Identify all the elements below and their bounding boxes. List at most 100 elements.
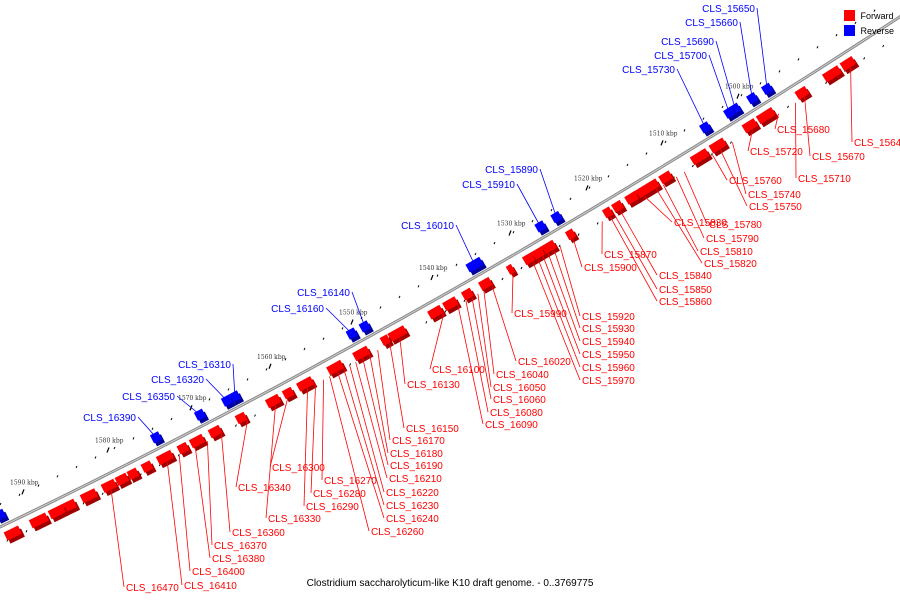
gene-label[interactable]: CLS_16280 xyxy=(313,489,366,500)
forward-gene-shape[interactable] xyxy=(379,334,391,346)
forward-gene-shape[interactable] xyxy=(631,178,660,201)
gene-label[interactable]: CLS_16300 xyxy=(272,463,325,474)
gene-label[interactable]: CLS_16230 xyxy=(386,501,439,512)
forward-gene-shape[interactable] xyxy=(689,148,710,166)
gene-label[interactable]: CLS_15790 xyxy=(706,234,759,245)
reverse-gene-shape[interactable] xyxy=(723,106,736,119)
forward-gene-shape[interactable] xyxy=(755,107,776,125)
forward-gene-shape[interactable] xyxy=(611,199,625,213)
forward-gene-shape[interactable] xyxy=(100,478,118,493)
gene-label[interactable]: CLS_15760 xyxy=(729,176,782,187)
forward-gene-shape[interactable] xyxy=(140,460,154,473)
gene-label[interactable]: CLS_16470 xyxy=(126,583,179,594)
gene-label[interactable]: CLS_16020 xyxy=(518,357,571,368)
gene-label[interactable]: CLS_15710 xyxy=(798,174,851,185)
forward-gene-shape[interactable] xyxy=(505,263,516,275)
gene-label[interactable]: CLS_16080 xyxy=(490,408,543,419)
reverse-gene-shape[interactable] xyxy=(550,210,563,224)
gene-label[interactable]: CLS_15730 xyxy=(622,65,675,76)
forward-gene-shape[interactable] xyxy=(264,393,282,409)
gene-label[interactable]: CLS_16090 xyxy=(485,420,538,431)
gene-label[interactable]: CLS_16320 xyxy=(151,375,204,386)
forward-gene-shape[interactable] xyxy=(126,467,140,481)
gene-label[interactable]: CLS_16290 xyxy=(306,502,359,513)
gene-label[interactable]: CLS_16010 xyxy=(401,221,454,232)
gene-label[interactable]: CLS_16360 xyxy=(232,528,285,539)
gene-label[interactable]: CLS_15690 xyxy=(661,37,714,48)
forward-gene-shape[interactable] xyxy=(387,325,408,342)
gene-label[interactable]: CLS_15950 xyxy=(582,350,635,361)
gene-label[interactable]: CLS_15910 xyxy=(462,180,515,191)
gene-label[interactable]: CLS_16220 xyxy=(386,488,439,499)
forward-gene-shape[interactable] xyxy=(478,276,493,291)
forward-gene-shape[interactable] xyxy=(114,472,130,486)
forward-gene-shape[interactable] xyxy=(540,239,557,255)
gene-label[interactable]: CLS_16160 xyxy=(271,304,324,315)
forward-gene-shape[interactable] xyxy=(207,424,223,439)
forward-gene-shape[interactable] xyxy=(281,386,295,400)
forward-gene-shape[interactable] xyxy=(708,137,727,154)
forward-gene-shape[interactable] xyxy=(821,65,842,83)
gene-label[interactable]: CLS_16330 xyxy=(268,514,321,525)
gene-label[interactable]: CLS_16270 xyxy=(324,476,377,487)
gene-label[interactable]: CLS_15700 xyxy=(654,51,707,62)
gene-label[interactable]: CLS_15640 xyxy=(854,138,900,149)
gene-label[interactable]: CLS_15780 xyxy=(709,220,762,231)
gene-label[interactable]: CLS_16210 xyxy=(389,474,442,485)
gene-label[interactable]: CLS_16240 xyxy=(386,514,439,525)
gene-label[interactable]: CLS_15660 xyxy=(685,18,738,29)
reverse-gene-shape[interactable] xyxy=(465,256,484,273)
gene-label[interactable]: CLS_15820 xyxy=(704,259,757,270)
forward-gene-shape[interactable] xyxy=(794,85,810,100)
gene-label[interactable]: CLS_15650 xyxy=(702,4,755,15)
gene-label[interactable]: CLS_15960 xyxy=(582,363,635,374)
gene-label[interactable]: CLS_15870 xyxy=(604,250,657,261)
forward-gene-shape[interactable] xyxy=(79,488,99,504)
gene-label[interactable]: CLS_16410 xyxy=(184,581,237,592)
gene-label[interactable]: CLS_15750 xyxy=(749,202,802,213)
gene-label[interactable]: CLS_16400 xyxy=(192,567,245,578)
forward-gene-shape[interactable] xyxy=(326,359,345,376)
forward-gene-shape[interactable] xyxy=(658,170,674,185)
forward-gene-shape[interactable] xyxy=(352,345,371,362)
forward-gene-shape[interactable] xyxy=(296,376,315,392)
gene-label[interactable]: CLS_16100 xyxy=(432,365,485,376)
gene-label[interactable]: CLS_15720 xyxy=(750,147,803,158)
forward-gene-shape[interactable] xyxy=(624,191,640,205)
gene-label[interactable]: CLS_15900 xyxy=(584,263,637,274)
forward-gene-shape[interactable] xyxy=(28,512,49,529)
gene-label[interactable]: CLS_16340 xyxy=(238,483,291,494)
gene-label[interactable]: CLS_15970 xyxy=(582,376,635,387)
forward-gene-shape[interactable] xyxy=(47,504,66,520)
gene-label[interactable]: CLS_16060 xyxy=(493,395,546,406)
gene-label[interactable]: CLS_16130 xyxy=(407,380,460,391)
gene-label[interactable]: CLS_15670 xyxy=(812,152,865,163)
gene-label[interactable]: CLS_16150 xyxy=(406,424,459,435)
forward-gene-shape[interactable] xyxy=(601,206,614,219)
gene-label[interactable]: CLS_15830 xyxy=(674,218,727,229)
gene-label[interactable]: CLS_15940 xyxy=(582,337,635,348)
forward-gene-shape[interactable] xyxy=(460,287,474,301)
forward-gene-shape[interactable] xyxy=(839,56,857,72)
gene-label[interactable]: CLS_16390 xyxy=(83,413,136,424)
gene-label[interactable]: CLS_16380 xyxy=(212,554,265,565)
gene-label[interactable]: CLS_15740 xyxy=(748,190,801,201)
gene-label[interactable]: CLS_15840 xyxy=(659,271,712,282)
gene-label[interactable]: CLS_15680 xyxy=(777,125,830,136)
gene-label[interactable]: CLS_15850 xyxy=(659,285,712,296)
forward-gene-shape[interactable] xyxy=(741,118,759,134)
forward-gene-shape[interactable] xyxy=(442,296,459,312)
gene-label[interactable]: CLS_15860 xyxy=(659,297,712,308)
gene-label[interactable]: CLS_15810 xyxy=(700,247,753,258)
gene-label[interactable]: CLS_15930 xyxy=(582,324,635,335)
gene-label[interactable]: CLS_16170 xyxy=(392,436,445,447)
forward-gene-shape[interactable] xyxy=(234,411,248,425)
gene-label[interactable]: CLS_16040 xyxy=(496,370,549,381)
gene-label[interactable]: CLS_16190 xyxy=(390,461,443,472)
reverse-gene-shape[interactable] xyxy=(193,408,206,421)
forward-gene-shape[interactable] xyxy=(176,441,190,455)
gene-label[interactable]: CLS_16180 xyxy=(390,449,443,460)
gene-label[interactable]: CLS_16260 xyxy=(371,527,424,538)
forward-gene-shape[interactable] xyxy=(427,304,444,320)
gene-label[interactable]: CLS_15890 xyxy=(485,165,538,176)
